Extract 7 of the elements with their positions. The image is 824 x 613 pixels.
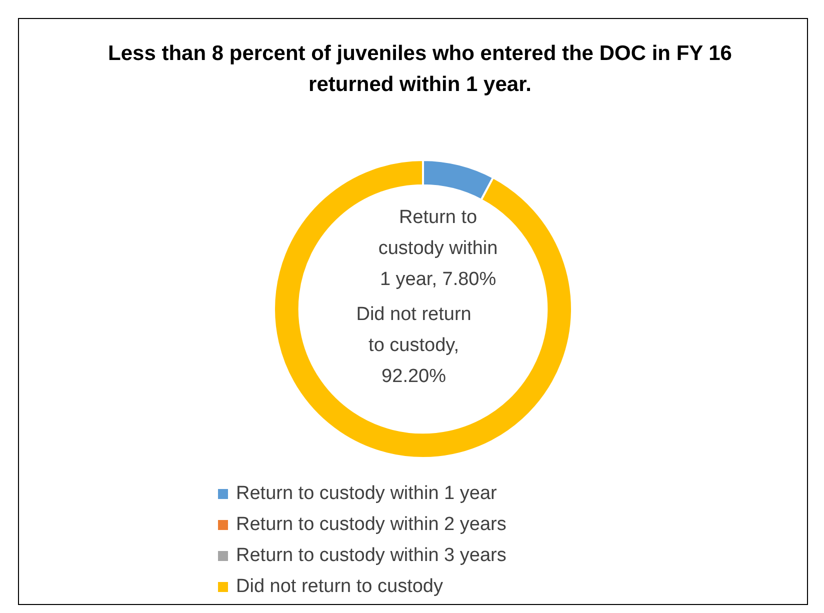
legend-label: Did not return to custody: [236, 576, 443, 598]
legend-label: Return to custody within 3 years: [236, 544, 506, 566]
legend-label: Return to custody within 1 year: [236, 482, 497, 504]
data-label: Did not return to custody, 92.20%: [356, 304, 472, 388]
data-label: Return to custody within 1 year, 7.80%: [378, 207, 498, 290]
legend-label: Return to custody within 2 years: [236, 514, 506, 536]
chart-title: Less than 8 percent of juveniles who entered the DOC in FY 16 returned within 1 year.: [107, 41, 733, 98]
